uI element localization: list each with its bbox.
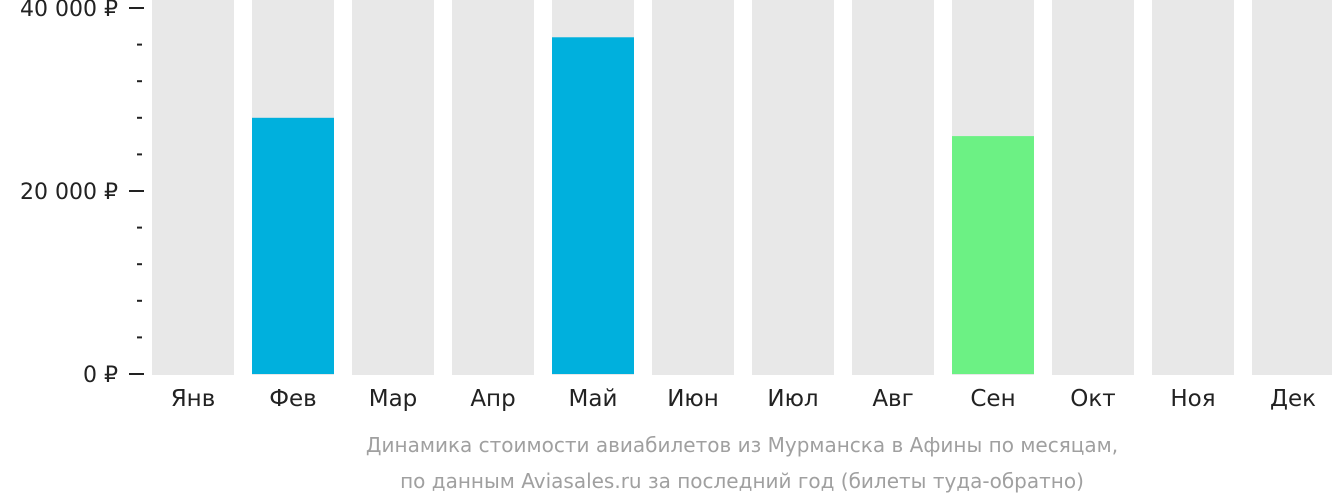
bar-month-5[interactable] bbox=[552, 37, 634, 374]
x-tick-label-month-2: Фев bbox=[269, 386, 317, 412]
bar-background-month-11 bbox=[1152, 0, 1234, 375]
y-tick-label: 40 000 ₽ bbox=[20, 0, 118, 22]
bar-month-9[interactable] bbox=[952, 136, 1034, 374]
x-tick-label-month-7: Июл bbox=[767, 386, 818, 412]
x-tick-label-month-10: Окт bbox=[1070, 386, 1115, 412]
x-tick-label-month-9: Сен bbox=[970, 386, 1015, 412]
x-tick-label-month-11: Ноя bbox=[1170, 386, 1215, 412]
bar-month-2[interactable] bbox=[252, 117, 334, 375]
y-tick-label: 0 ₽ bbox=[83, 363, 118, 388]
caption-line-2: по данным Aviasales.ru за последний год … bbox=[400, 469, 1084, 493]
chart-caption: Динамика стоимости авиабилетов из Мурман… bbox=[366, 433, 1118, 493]
bar-background-month-10 bbox=[1052, 0, 1134, 375]
x-axis-labels: Янв Фев Мар Апр Май Июн Июл Авг Сен Окт Ноя Дек bbox=[171, 386, 1316, 412]
bar-background-month-8 bbox=[852, 0, 934, 375]
x-tick-label-month-5: Май bbox=[569, 386, 618, 412]
caption-line-1: Динамика стоимости авиабилетов из Мурман… bbox=[366, 433, 1118, 457]
x-tick-label-month-6: Июн bbox=[667, 386, 719, 412]
y-tick-label: 20 000 ₽ bbox=[20, 180, 118, 205]
bar-background-month-12 bbox=[1252, 0, 1332, 375]
x-tick-label-month-4: Апр bbox=[470, 386, 515, 412]
value-bars bbox=[252, 37, 1034, 375]
bar-background-month-4 bbox=[452, 0, 534, 375]
bar-background-month-6 bbox=[652, 0, 734, 375]
x-tick-label-month-3: Мар bbox=[369, 386, 418, 412]
bar-background-month-3 bbox=[352, 0, 434, 375]
bar-background-month-7 bbox=[752, 0, 834, 375]
x-tick-label-month-8: Авг bbox=[872, 386, 913, 412]
y-axis: 0 ₽ 20 000 ₽ 40 000 ₽ bbox=[20, 0, 144, 388]
x-tick-label-month-1: Янв bbox=[171, 386, 216, 412]
bar-background-month-1 bbox=[152, 0, 234, 375]
x-tick-label-month-12: Дек bbox=[1270, 386, 1316, 412]
